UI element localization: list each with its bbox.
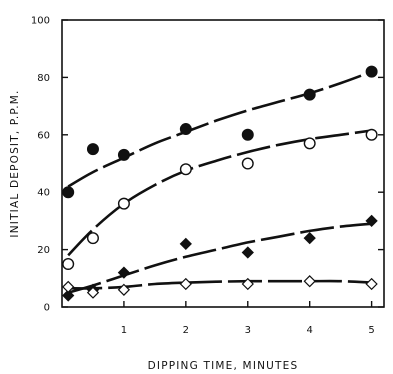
- data-point-filled-circle: [62, 186, 75, 199]
- data-point-open-circle: [303, 137, 316, 150]
- data-point-open-circle: [179, 163, 192, 176]
- data-point-open-diamond: [365, 277, 378, 291]
- y-tick-label: 40: [37, 188, 50, 199]
- fit-curve-open-diamond: [68, 279, 372, 290]
- data-point-open-circle: [241, 157, 254, 170]
- data-point-filled-diamond: [117, 266, 131, 279]
- plot-frame-layer: [61, 19, 385, 308]
- data-point-open-diamond: [179, 277, 192, 291]
- x-axis-title: DIPPING TIME, MINUTES: [148, 360, 299, 372]
- data-point-filled-diamond: [62, 289, 75, 302]
- data-point-filled-circle: [117, 148, 130, 161]
- data-point-filled-circle: [86, 143, 99, 156]
- data-point-filled-circle: [179, 123, 192, 136]
- fit-curve-filled-circle: [67, 70, 373, 188]
- x-tick-label: 3: [245, 325, 251, 336]
- data-point-open-circle: [86, 232, 99, 245]
- x-tick-label: 4: [307, 325, 313, 336]
- ticks-layer: 0 20 40 60 80 100 1 2 3 4 5: [31, 16, 384, 336]
- x-tick-label: 5: [368, 325, 374, 336]
- data-point-filled-diamond: [241, 246, 254, 259]
- data-point-open-diamond: [86, 286, 100, 299]
- data-points-layer: [62, 65, 378, 302]
- data-point-filled-circle: [241, 128, 254, 141]
- y-tick-label: 80: [37, 73, 50, 84]
- data-point-open-diamond: [241, 277, 254, 291]
- y-tick-label: 100: [31, 16, 50, 27]
- data-point-open-diamond: [62, 280, 75, 294]
- fit-curves-layer: [67, 70, 373, 294]
- data-point-open-circle: [117, 197, 130, 210]
- y-tick-label: 60: [37, 130, 50, 141]
- plot-frame: [61, 19, 385, 308]
- data-point-open-circle: [62, 257, 75, 270]
- y-tick-label: 0: [44, 303, 50, 314]
- fit-curve-open-circle: [67, 129, 372, 257]
- data-point-filled-diamond: [365, 214, 378, 228]
- data-point-filled-circle: [365, 65, 378, 78]
- data-point-filled-diamond: [303, 231, 316, 245]
- y-tick-label: 20: [37, 245, 50, 256]
- data-point-open-circle: [365, 128, 378, 141]
- data-point-filled-circle: [303, 88, 316, 101]
- x-tick-label: 2: [183, 325, 189, 336]
- y-axis-title: INITIAL DEPOSIT, P.P.M.: [9, 89, 21, 237]
- data-point-open-diamond: [117, 283, 131, 296]
- data-point-open-diamond: [303, 275, 316, 288]
- x-tick-label: 1: [121, 325, 127, 336]
- fit-curve-filled-diamond: [67, 222, 372, 294]
- data-point-filled-diamond: [179, 237, 192, 251]
